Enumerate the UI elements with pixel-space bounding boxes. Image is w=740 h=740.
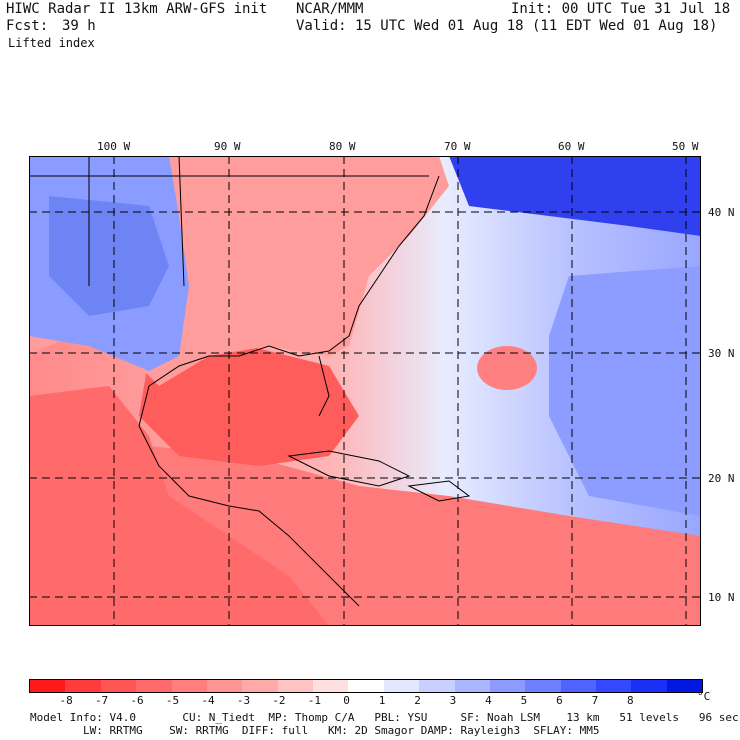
northeast-blue-region xyxy=(449,156,701,236)
colorbar-swatch xyxy=(525,680,561,692)
colorbar-tick-label: -5 xyxy=(165,694,180,707)
colorbar-tick-label: -4 xyxy=(201,694,215,707)
colorbar-swatch xyxy=(171,680,207,692)
colorbar-swatch xyxy=(100,680,137,692)
colorbar-tick-label: 6 xyxy=(556,694,563,707)
colorbar-tick-label: -8 xyxy=(59,694,73,707)
lon-label: 50 W xyxy=(672,140,699,153)
colorbar-swatch xyxy=(277,680,313,692)
lon-label: 60 W xyxy=(558,140,585,153)
init-time: Init: 00 UTC Tue 31 Jul 18 xyxy=(511,1,731,17)
colorbar-tick-label: -1 xyxy=(307,694,322,707)
lat-label: 40 N xyxy=(708,206,735,219)
colorbar-swatch xyxy=(65,680,101,692)
colorbar-swatch xyxy=(560,680,596,692)
graticule xyxy=(29,156,701,626)
org-label: NCAR/MMM xyxy=(296,1,364,17)
colorbar-swatch xyxy=(383,680,420,692)
valid-time: Valid: 15 UTC Wed 01 Aug 18 (11 EDT Wed … xyxy=(296,18,718,34)
colorbar-tick-label: 7 xyxy=(591,694,599,707)
lon-label: 70 W xyxy=(444,140,471,153)
model-info-line-1: Model Info: V4.0 CU: N_Tiedt MP: Thomp C… xyxy=(30,711,739,724)
colorbar-swatch xyxy=(596,680,632,692)
coastlines xyxy=(29,156,471,607)
colorbar-tick-label: 0 xyxy=(343,694,350,707)
colorbar-swatch xyxy=(30,680,66,692)
forecast-label: Fcst: xyxy=(6,18,49,34)
colorbar-swatch xyxy=(136,680,172,692)
colorbar-swatch xyxy=(454,680,490,692)
colorbar-swatch xyxy=(348,680,384,692)
colorbar-tick-label: -2 xyxy=(272,694,286,707)
colorbar-tick-label: 8 xyxy=(627,694,634,707)
model-info-line-2: LW: RRTMG SW: RRTMG DIFF: full KM: 2D Sm… xyxy=(30,724,600,737)
mexico-red-region xyxy=(29,386,329,626)
map-frame xyxy=(29,156,701,626)
colorbar-tick-label: -6 xyxy=(130,694,144,707)
colorbar-tick-label: 2 xyxy=(414,694,421,707)
colorbar-swatch xyxy=(242,680,278,692)
colorbar-swatch xyxy=(489,680,526,692)
colorbar-swatch xyxy=(666,680,703,692)
lifted-index-map xyxy=(29,156,701,626)
colorbar-tick-label: -7 xyxy=(94,694,109,707)
colorbar-tick-label: 1 xyxy=(378,694,386,707)
colorbar xyxy=(29,679,703,693)
lat-label: 30 N xyxy=(708,347,735,360)
colorbar-swatch xyxy=(206,680,243,692)
model-title: HIWC Radar II 13km ARW-GFS init xyxy=(6,1,268,17)
atlantic-red-cell xyxy=(477,346,537,390)
colorbar-swatch xyxy=(313,680,349,692)
colorbar-swatch xyxy=(631,680,667,692)
colorbar-tick-label: -3 xyxy=(236,694,251,707)
colorbar-tick-label: 3 xyxy=(449,694,457,707)
lon-label: 90 W xyxy=(214,140,241,153)
forecast-hours: 39 h xyxy=(62,18,96,34)
lon-label: 80 W xyxy=(329,140,356,153)
colorbar-swatch xyxy=(419,680,455,692)
lon-label: 100 W xyxy=(97,140,131,153)
gulf-red-region xyxy=(139,346,359,466)
colorbar-tick-label: 5 xyxy=(520,694,528,707)
colorbar-tick-label: 4 xyxy=(485,694,492,707)
lat-label: 10 N xyxy=(708,591,735,604)
lat-label: 20 N xyxy=(708,472,735,485)
colorbar-unit: °C xyxy=(697,690,711,703)
field-name: Lifted index xyxy=(8,36,95,50)
atlantic-blue-region xyxy=(549,266,701,516)
plains-blue-region xyxy=(49,196,169,316)
